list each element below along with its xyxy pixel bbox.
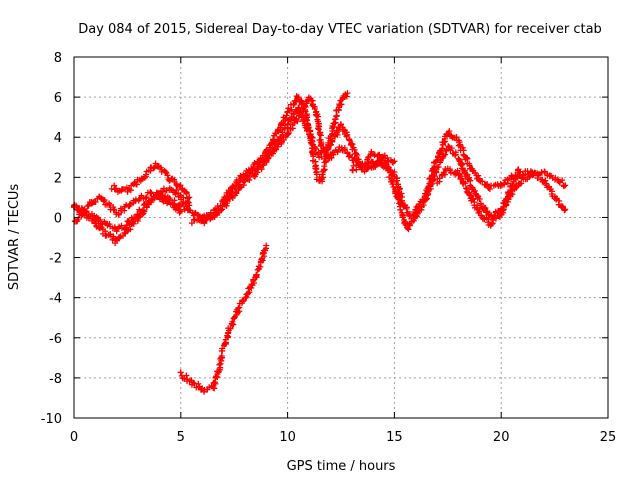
y-axis-label: SDTVAR / TECUs	[7, 184, 22, 291]
x-tick-label: 15	[386, 430, 403, 445]
x-tick-label: 5	[177, 430, 185, 445]
satellite-track-10	[412, 128, 569, 216]
y-tick-label: 6	[54, 91, 62, 106]
satellite-track-11-markers	[434, 165, 569, 229]
satellite-track-2-markers	[71, 189, 216, 225]
satellite-track-5	[177, 242, 270, 395]
y-tick-label: -4	[49, 292, 62, 307]
satellite-track-11	[434, 165, 569, 229]
y-tick-label: 4	[54, 131, 62, 146]
y-tick-label: -2	[49, 252, 62, 267]
satellite-track-4-markers	[108, 160, 193, 202]
x-tick-label: 0	[70, 430, 78, 445]
plot-border	[73, 56, 609, 419]
chart-title: Day 084 of 2015, Sidereal Day-to-day VTE…	[78, 22, 602, 37]
satellite-track-8-markers	[220, 94, 419, 222]
x-tick-label: 25	[600, 430, 617, 445]
x-tick-label: 20	[493, 430, 510, 445]
y-tick-label: 8	[54, 51, 62, 66]
satellite-track-8	[220, 94, 419, 222]
satellite-track-9-markers	[349, 143, 522, 233]
data-points	[70, 90, 569, 395]
y-tick-label: -8	[49, 372, 62, 387]
satellite-track-10-markers	[412, 128, 569, 216]
y-tick-label: 0	[54, 211, 62, 226]
satellite-track-2	[71, 189, 216, 225]
x-tick-label: 10	[279, 430, 296, 445]
satellite-track-9	[349, 143, 522, 233]
y-tick-label: -10	[41, 412, 62, 427]
axes: 0 5 10 15 20 25 -10 -8 -6 -4 -2 0 2 4 6 8	[41, 51, 617, 445]
y-tick-label: 2	[54, 171, 62, 186]
satellite-track-5-markers	[177, 242, 270, 395]
y-tick-label: -6	[49, 332, 62, 347]
satellite-track-4	[108, 160, 193, 202]
x-axis-label: GPS time / hours	[287, 459, 396, 474]
